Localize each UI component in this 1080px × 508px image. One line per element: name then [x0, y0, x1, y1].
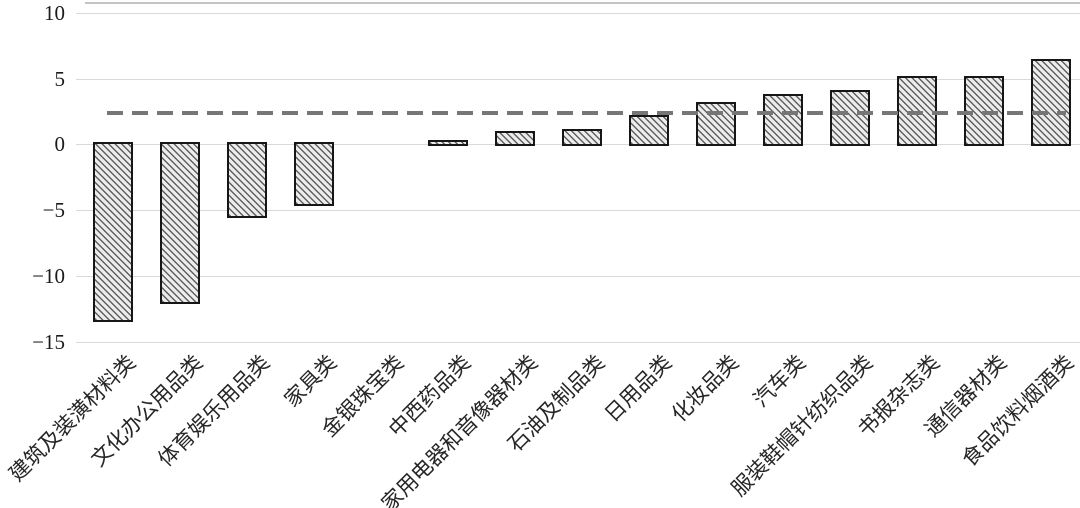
bar-13	[963, 76, 1004, 146]
gridline	[76, 342, 1080, 343]
y-axis-tick-label: 0	[54, 132, 66, 156]
category-label: 日用品类	[599, 350, 676, 427]
y-axis-tick-label: 10	[44, 1, 65, 25]
category-label: 汽车类	[748, 350, 810, 412]
bar-3	[293, 141, 334, 207]
y-axis-tick-label: −5	[42, 198, 65, 222]
gridline	[76, 79, 1080, 80]
plot-top-border	[85, 2, 1080, 4]
y-axis-tick-label: −15	[32, 330, 65, 354]
gridline	[76, 276, 1080, 277]
gridline	[76, 210, 1080, 211]
bar-1	[159, 141, 200, 304]
bar-2	[226, 141, 267, 219]
category-label: 建筑及装潢材料类	[3, 350, 140, 487]
bar-14	[1030, 58, 1071, 146]
bar-12	[896, 76, 937, 146]
bar-5	[427, 140, 468, 146]
reference-dashed-line	[107, 111, 1066, 115]
y-axis-tick-label: 5	[54, 67, 66, 91]
bar-10	[762, 94, 803, 146]
bar-7	[561, 128, 602, 146]
category-label: 家具类	[279, 350, 341, 412]
bar-11	[829, 90, 870, 146]
bar-8	[628, 115, 669, 146]
gridline	[76, 13, 1080, 14]
y-axis-tick-label: −10	[32, 264, 65, 288]
bar-6	[494, 131, 535, 146]
bar-0	[92, 141, 133, 323]
category-label: 化妆品类	[666, 350, 743, 427]
bar-9	[695, 102, 736, 146]
